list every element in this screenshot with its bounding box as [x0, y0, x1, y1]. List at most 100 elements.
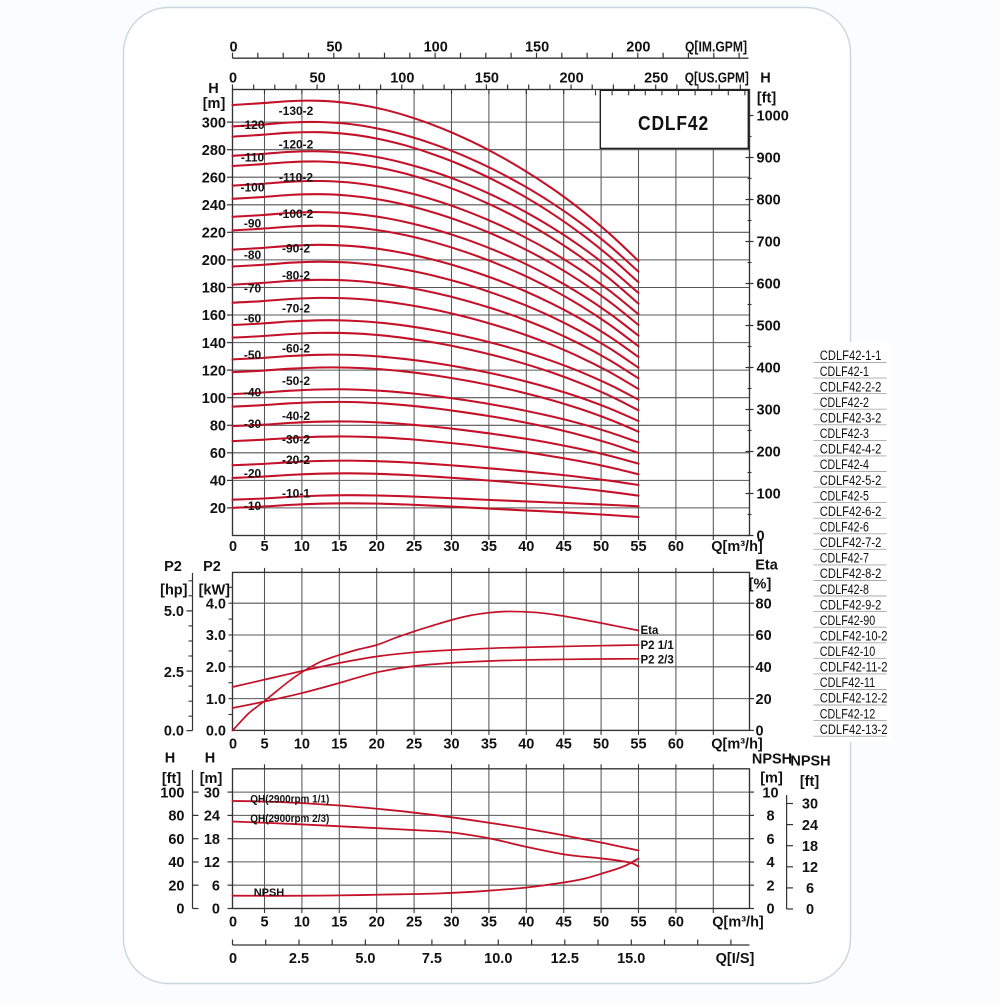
svg-text:CDLF42-13-2: CDLF42-13-2 — [820, 722, 888, 737]
svg-text:15.0: 15.0 — [617, 951, 645, 967]
svg-text:-10-1: -10-1 — [282, 487, 310, 501]
svg-text:Eta: Eta — [641, 625, 660, 637]
svg-text:-120: -120 — [240, 118, 264, 132]
svg-text:30: 30 — [443, 737, 459, 753]
svg-text:P2: P2 — [164, 559, 182, 575]
svg-text:-80: -80 — [244, 248, 262, 262]
svg-text:-40: -40 — [244, 385, 262, 399]
svg-text:140: 140 — [202, 336, 226, 352]
svg-text:CDLF42-10: CDLF42-10 — [820, 644, 875, 659]
svg-text:CDLF42-8: CDLF42-8 — [820, 582, 869, 597]
svg-text:NPSH: NPSH — [752, 752, 792, 768]
svg-text:280: 280 — [202, 143, 226, 159]
svg-text:0: 0 — [229, 951, 237, 967]
svg-text:Eta: Eta — [755, 558, 779, 574]
svg-text:CDLF42-9-2: CDLF42-9-2 — [820, 597, 882, 612]
svg-text:QH(2900rpm 1/1): QH(2900rpm 1/1) — [250, 794, 329, 806]
svg-text:200: 200 — [559, 71, 583, 87]
svg-text:0.0: 0.0 — [206, 724, 226, 740]
svg-text:10: 10 — [762, 785, 778, 801]
svg-text:40: 40 — [518, 737, 534, 753]
svg-text:0: 0 — [212, 902, 220, 918]
svg-text:40: 40 — [756, 660, 772, 676]
svg-text:P2: P2 — [203, 559, 221, 575]
svg-text:CDLF42-7: CDLF42-7 — [820, 551, 869, 566]
svg-text:CDLF42-4-2: CDLF42-4-2 — [820, 442, 882, 457]
svg-text:CDLF42-2: CDLF42-2 — [820, 395, 869, 410]
svg-text:20: 20 — [168, 878, 184, 894]
svg-text:CDLF42-3: CDLF42-3 — [820, 426, 869, 441]
svg-text:Q[IM.GPM]: Q[IM.GPM] — [685, 39, 747, 55]
svg-text:55: 55 — [630, 737, 646, 753]
svg-text:40: 40 — [518, 539, 534, 555]
svg-text:40: 40 — [518, 915, 534, 931]
svg-text:200: 200 — [202, 253, 226, 269]
svg-text:160: 160 — [202, 308, 226, 324]
svg-text:220: 220 — [202, 226, 226, 242]
svg-text:CDLF42: CDLF42 — [638, 112, 709, 135]
svg-text:80: 80 — [168, 809, 184, 825]
svg-text:60: 60 — [668, 737, 684, 753]
svg-text:25: 25 — [406, 737, 422, 753]
svg-text:15: 15 — [331, 737, 347, 753]
svg-text:700: 700 — [757, 235, 781, 251]
svg-text:0: 0 — [229, 915, 237, 931]
svg-text:-100: -100 — [240, 180, 264, 194]
svg-text:0: 0 — [757, 529, 765, 545]
svg-text:CDLF42-6-2: CDLF42-6-2 — [820, 504, 882, 519]
svg-text:20: 20 — [756, 692, 772, 708]
svg-text:100: 100 — [390, 71, 414, 87]
svg-text:-30: -30 — [244, 417, 262, 431]
svg-text:50: 50 — [593, 737, 609, 753]
svg-text:20: 20 — [369, 737, 385, 753]
svg-text:0: 0 — [806, 902, 814, 918]
svg-text:0: 0 — [756, 724, 764, 740]
svg-text:2.5: 2.5 — [289, 951, 309, 967]
svg-text:200: 200 — [757, 445, 781, 461]
svg-text:H: H — [208, 81, 218, 97]
svg-text:0: 0 — [230, 39, 238, 55]
svg-text:15: 15 — [331, 539, 347, 555]
svg-text:CDLF42-12-2: CDLF42-12-2 — [820, 691, 888, 706]
svg-text:35: 35 — [481, 915, 497, 931]
svg-text:Q[m³/h]: Q[m³/h] — [711, 737, 763, 753]
svg-text:H: H — [760, 71, 770, 87]
svg-text:NPSH: NPSH — [790, 754, 830, 770]
svg-text:10.0: 10.0 — [484, 951, 512, 967]
svg-text:8: 8 — [766, 809, 774, 825]
svg-text:6: 6 — [766, 832, 774, 848]
svg-text:5.0: 5.0 — [164, 604, 184, 620]
svg-text:6: 6 — [806, 881, 814, 897]
svg-text:50: 50 — [326, 39, 342, 55]
svg-text:5: 5 — [260, 915, 268, 931]
svg-text:25: 25 — [406, 915, 422, 931]
svg-text:CDLF42-11-2: CDLF42-11-2 — [820, 660, 888, 675]
svg-text:-100-2: -100-2 — [279, 207, 314, 221]
svg-text:0: 0 — [229, 539, 237, 555]
svg-text:20: 20 — [369, 539, 385, 555]
svg-text:600: 600 — [757, 277, 781, 293]
svg-text:5: 5 — [260, 539, 268, 555]
svg-text:-130-2: -130-2 — [279, 104, 314, 118]
svg-text:[ft]: [ft] — [162, 771, 181, 787]
svg-text:-40-2: -40-2 — [282, 409, 310, 423]
svg-text:CDLF42-5: CDLF42-5 — [820, 488, 869, 503]
svg-text:-30-2: -30-2 — [282, 433, 310, 447]
svg-text:-50: -50 — [244, 348, 262, 362]
svg-text:CDLF42-1: CDLF42-1 — [820, 364, 869, 379]
svg-text:[%]: [%] — [749, 577, 772, 593]
svg-text:CDLF42-90: CDLF42-90 — [820, 613, 875, 628]
svg-text:[ft]: [ft] — [800, 774, 819, 790]
svg-text:40: 40 — [210, 474, 226, 490]
svg-text:CDLF42-12: CDLF42-12 — [820, 706, 875, 721]
svg-text:15: 15 — [331, 915, 347, 931]
svg-text:200: 200 — [626, 39, 650, 55]
svg-text:500: 500 — [757, 319, 781, 335]
svg-text:10: 10 — [294, 737, 310, 753]
svg-text:180: 180 — [202, 281, 226, 297]
svg-text:100: 100 — [757, 487, 781, 503]
svg-text:[m]: [m] — [200, 771, 223, 787]
svg-text:2: 2 — [766, 878, 774, 894]
svg-text:80: 80 — [210, 419, 226, 435]
svg-text:24: 24 — [204, 809, 220, 825]
